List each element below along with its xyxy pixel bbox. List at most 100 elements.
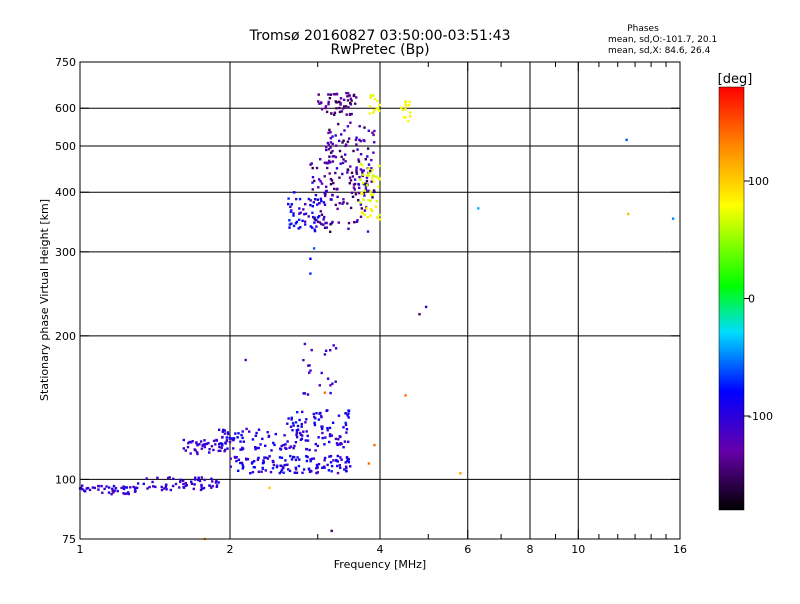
- data-point: [363, 189, 366, 192]
- data-point: [320, 108, 324, 111]
- data-point: [367, 163, 371, 166]
- data-point: [378, 218, 381, 221]
- data-point: [293, 471, 296, 474]
- data-point: [340, 442, 343, 446]
- data-point: [214, 443, 217, 446]
- data-point: [184, 482, 187, 485]
- data-point: [242, 440, 245, 443]
- data-point: [320, 199, 323, 203]
- data-point: [127, 492, 130, 496]
- data-point: [295, 220, 299, 224]
- data-point: [129, 486, 132, 489]
- data-point: [294, 468, 298, 471]
- data-point: [133, 487, 137, 491]
- data-point: [358, 175, 361, 179]
- data-point: [293, 444, 296, 448]
- x-tick-label: 8: [527, 543, 534, 556]
- data-point: [337, 122, 340, 126]
- data-point: [297, 428, 300, 431]
- data-point: [148, 485, 151, 489]
- x-tick-label: 16: [673, 543, 687, 556]
- data-point: [298, 458, 301, 461]
- data-point: [365, 207, 368, 210]
- x-tick-label: 1: [77, 543, 84, 556]
- data-point: [300, 425, 303, 428]
- data-point: [287, 468, 290, 471]
- data-point: [366, 147, 370, 150]
- data-point: [356, 148, 359, 151]
- data-point: [324, 436, 327, 439]
- data-point: [294, 466, 297, 469]
- data-point: [215, 439, 219, 442]
- data-point: [334, 437, 338, 441]
- data-point: [319, 197, 323, 200]
- data-point: [123, 492, 127, 496]
- data-point: [347, 137, 351, 140]
- data-point: [339, 456, 342, 459]
- data-point: [190, 480, 193, 483]
- data-point: [305, 418, 308, 421]
- data-point: [190, 482, 194, 485]
- data-point: [347, 458, 350, 461]
- data-point: [347, 416, 350, 419]
- data-point: [317, 93, 320, 96]
- x-tick-label: 2: [227, 543, 234, 556]
- data-point: [401, 108, 405, 111]
- data-point: [306, 393, 310, 396]
- data-point: [351, 175, 355, 178]
- data-point: [300, 422, 303, 426]
- data-point: [256, 458, 260, 461]
- data-point: [336, 464, 339, 468]
- data-point: [359, 162, 363, 166]
- data-point: [306, 434, 309, 438]
- data-point: [82, 489, 86, 492]
- data-point: [214, 481, 218, 484]
- data-point: [348, 182, 351, 185]
- data-point: [357, 183, 361, 186]
- data-point: [165, 488, 168, 491]
- data-point: [257, 428, 261, 431]
- data-point: [310, 470, 313, 473]
- data-point: [345, 143, 348, 146]
- data-point: [193, 483, 196, 486]
- data-point: [114, 487, 118, 490]
- data-point: [316, 465, 319, 469]
- data-point: [271, 459, 275, 463]
- data-point: [225, 439, 229, 442]
- data-point: [291, 421, 295, 425]
- data-point: [287, 417, 290, 420]
- data-point: [354, 138, 358, 142]
- data-point: [298, 207, 301, 210]
- y-tick-label: 600: [55, 102, 76, 115]
- data-point: [323, 353, 327, 356]
- data-point: [239, 461, 242, 465]
- data-point: [295, 432, 299, 435]
- data-point: [355, 166, 358, 169]
- data-point: [169, 488, 172, 492]
- data-point: [342, 139, 345, 142]
- data-point: [294, 458, 298, 462]
- data-point: [196, 478, 200, 482]
- x-tick-label: 10: [571, 543, 585, 556]
- phase-mean-x: mean, sd,X: 84.6, 26.4: [608, 46, 711, 56]
- data-point: [301, 434, 304, 437]
- data-point: [320, 213, 324, 216]
- data-point: [309, 460, 312, 463]
- data-point: [334, 93, 337, 96]
- data-point: [326, 463, 329, 467]
- data-point: [275, 464, 279, 467]
- data-point: [330, 470, 333, 473]
- data-point: [359, 203, 363, 206]
- data-point: [349, 165, 352, 168]
- data-point: [332, 344, 335, 347]
- data-point: [154, 485, 157, 489]
- data-point: [196, 444, 199, 447]
- data-point: [352, 149, 355, 153]
- data-point: [360, 191, 363, 195]
- data-point: [367, 129, 370, 132]
- data-point: [325, 226, 328, 229]
- data-point: [362, 169, 365, 172]
- data-point: [297, 227, 300, 230]
- axis-ticks: 1 2 4 6 8 10 16 75 100 200 300 400 500 600 750: [55, 56, 687, 556]
- data-point: [366, 216, 369, 219]
